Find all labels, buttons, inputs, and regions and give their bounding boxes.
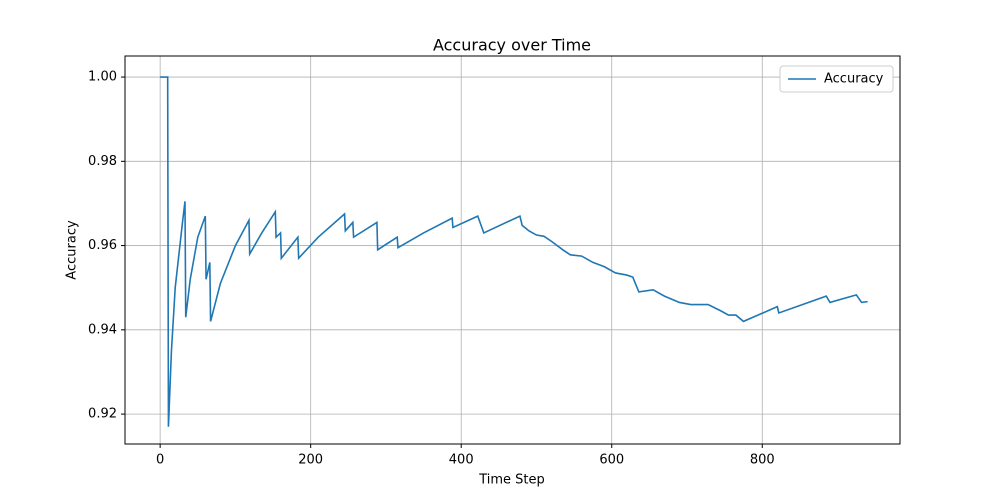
x-tick-label: 400 (449, 453, 474, 468)
y-tick-label: 0.94 (88, 322, 117, 337)
y-tick-label: 0.98 (88, 154, 117, 169)
y-tick-label: 0.92 (88, 407, 117, 422)
x-tick-label: 200 (298, 453, 323, 468)
plot-frame (124, 55, 901, 445)
legend-box (779, 65, 894, 93)
y-tick-label: 1.00 (88, 70, 117, 85)
chart-title: Accuracy over Time (433, 36, 591, 55)
legend-label: Accuracy (824, 72, 884, 87)
y-axis-label: Accuracy (65, 220, 80, 280)
x-tick-label: 0 (156, 453, 164, 468)
x-axis-label: Time Step (478, 473, 545, 488)
data-line (160, 76, 868, 427)
y-tick-label: 0.96 (88, 238, 117, 253)
x-tick-label: 600 (599, 453, 624, 468)
x-tick-label: 800 (750, 453, 775, 468)
